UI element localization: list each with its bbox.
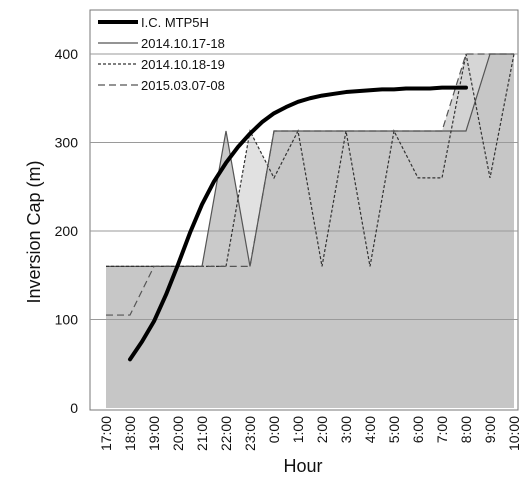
- x-tick-label-19-00: 19:00: [146, 416, 162, 451]
- x-tick-label-0-00: 0:00: [266, 416, 282, 443]
- legend: I.C. MTP5H 2014.10.17-18 2014.10.18-19 2015…: [98, 15, 225, 93]
- x-tick-label-7-00: 7:00: [434, 416, 450, 443]
- grid-layer: [89, 9, 519, 411]
- x-tick-label-23-00: 23:00: [242, 416, 258, 451]
- x-tick-label-4-00: 4:00: [362, 416, 378, 443]
- x-tick-label-5-00: 5:00: [386, 416, 402, 443]
- x-tick-label-17-00: 17:00: [98, 416, 114, 451]
- series-line-I-C-MTP5H: [128, 85, 468, 362]
- legend-label-2015-03-07-08: 2015.03.07-08: [141, 78, 225, 93]
- x-tick-label-8-00: 8:00: [458, 416, 474, 443]
- y-tick-label-200: 200: [55, 223, 79, 239]
- x-tick-label-3-00: 3:00: [338, 416, 354, 443]
- legend-label-2014-10-17-18: 2014.10.17-18: [141, 36, 225, 51]
- x-tick-label-10-00: 10:00: [506, 416, 522, 451]
- y-tick-label-300: 300: [55, 135, 79, 151]
- series-line-2014-10-18-19: [106, 53, 515, 267]
- line-layer: [106, 53, 515, 362]
- y-tick-label-100: 100: [55, 312, 79, 328]
- x-tick-label-6-00: 6:00: [410, 416, 426, 443]
- series-line-2015-03-07-08: [106, 53, 514, 316]
- legend-label-I-C-MTP5H: I.C. MTP5H: [141, 15, 209, 30]
- x-tick-label-9-00: 9:00: [482, 416, 498, 443]
- x-tick-label-1-00: 1:00: [290, 416, 306, 443]
- plot-border: [89, 9, 519, 411]
- x-axis-title: Hour: [283, 456, 322, 476]
- y-tick-label-0: 0: [70, 400, 78, 416]
- x-tick-label-18-00: 18:00: [122, 416, 138, 451]
- y-tick-label-400: 400: [55, 46, 79, 62]
- legend-label-2014-10-18-19: 2014.10.18-19: [141, 57, 225, 72]
- x-tick-label-2-00: 2:00: [314, 416, 330, 443]
- x-tick-label-21-00: 21:00: [194, 416, 210, 451]
- x-tick-label-22-00: 22:00: [218, 416, 234, 451]
- y-axis-title: Inversion Cap (m): [24, 160, 44, 303]
- x-tick-label-20-00: 20:00: [170, 416, 186, 451]
- tick-layer: 0 100 200 300 400 17:00 18:00 19:00 20:00 21:00 22…: [55, 46, 522, 451]
